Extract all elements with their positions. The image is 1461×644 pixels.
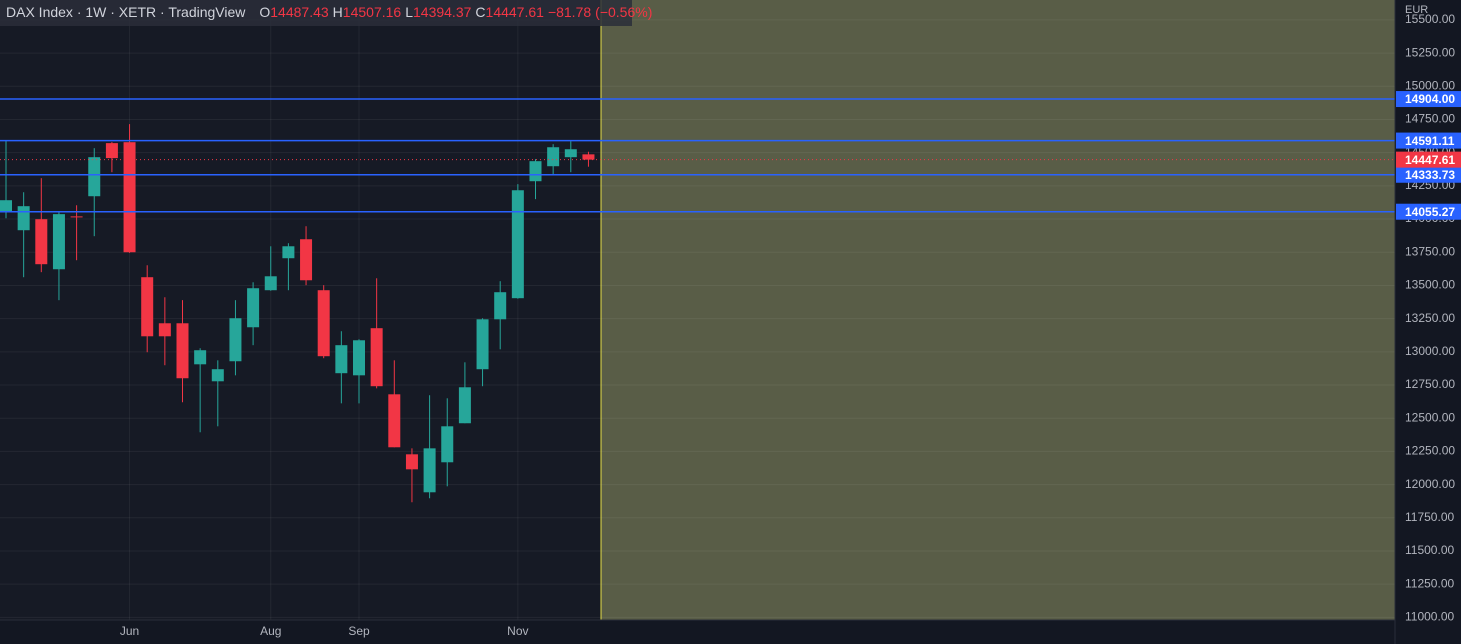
candle-body [388, 394, 401, 448]
candle-body [547, 147, 560, 167]
y-tick-label: 14750.00 [1405, 112, 1455, 126]
time-axis [0, 620, 1395, 644]
candle-body [370, 328, 383, 387]
y-tick-label: 13250.00 [1405, 311, 1455, 325]
ohlc-value: 14487.43 [270, 4, 329, 20]
ohlc-value: 14394.37 [413, 4, 472, 20]
candles [0, 98, 1395, 503]
x-tick-label: Sep [348, 624, 370, 638]
price-tag [1396, 151, 1461, 168]
future-region [601, 0, 1395, 620]
candle-body [35, 219, 48, 265]
candle-body [70, 216, 83, 218]
ohlc-value: 14447.61 [486, 4, 545, 20]
candle-body [211, 369, 224, 382]
candle-body [123, 142, 136, 253]
candle-body [458, 387, 471, 424]
legend: DAX Index · 1W · XETR · TradingView O1448… [6, 4, 652, 20]
candle-body [582, 154, 595, 160]
y-tick-label: 13750.00 [1405, 244, 1455, 258]
change: −81.78 [548, 4, 591, 20]
y-tick-label: 12250.00 [1405, 444, 1455, 458]
candle-body [194, 350, 207, 365]
level-label: 14055.27 [1405, 205, 1455, 219]
y-tick-label: 11250.00 [1405, 576, 1454, 590]
x-tick-label: Jun [120, 624, 139, 638]
symbol: DAX Index · 1W · XETR · TradingView [6, 4, 246, 20]
candle-body [335, 345, 348, 374]
legend-background [0, 0, 632, 26]
candle-body [176, 323, 189, 379]
y-tick-label: 12750.00 [1405, 377, 1455, 391]
candle-body [158, 323, 171, 337]
level-label: 14591.11 [1405, 134, 1455, 148]
change-percent: (−0.56%) [595, 4, 652, 20]
y-tick-label: 11750.00 [1405, 510, 1454, 524]
candle-body [511, 190, 524, 299]
y-tick-label: 15000.00 [1405, 78, 1455, 92]
ohlc-label: O [259, 4, 270, 20]
ohlc-label: L [405, 4, 413, 20]
y-tick-label: 11500.00 [1405, 543, 1454, 557]
y-tick-label: 13500.00 [1405, 278, 1455, 292]
candle-body [247, 288, 260, 328]
candle-body [17, 206, 30, 231]
candle-body [105, 143, 118, 159]
candle-body [52, 214, 65, 270]
candle-body [264, 276, 277, 291]
price-label: 14447.61 [1405, 153, 1455, 167]
y-tick-label: 15500.00 [1405, 12, 1455, 26]
candle-body [423, 448, 436, 493]
candle-body [0, 200, 12, 213]
candle-body [405, 454, 418, 470]
candle-body [317, 290, 330, 357]
level-tag [1396, 203, 1461, 220]
currency: EUR [1405, 4, 1428, 16]
level-tag [1396, 132, 1461, 149]
y-tick-label: 11000.00 [1405, 610, 1454, 624]
candle-body [229, 318, 242, 362]
axis-labels: 11000.00 11250.00 11500.00 11750.00 12000.00… [120, 12, 1461, 638]
y-tick-label: 12000.00 [1405, 477, 1455, 491]
ohlc-label: C [475, 4, 485, 20]
y-tick-label: 15250.00 [1405, 45, 1455, 59]
candle-body [564, 149, 577, 158]
ohlc-label: H [333, 4, 343, 20]
candle-body [88, 157, 101, 197]
level-label: 14333.73 [1405, 168, 1455, 182]
candle-body [494, 292, 507, 320]
ohlc-value: 14507.16 [343, 4, 402, 20]
x-tick-label: Nov [507, 624, 528, 638]
level-tag [1396, 91, 1461, 108]
candle-body [529, 161, 542, 182]
level-tag [1396, 166, 1461, 183]
level-label: 14904.00 [1405, 92, 1455, 106]
candle-body [476, 319, 489, 370]
candle-body [282, 246, 295, 259]
candle-body [300, 239, 313, 281]
y-tick-label: 13000.00 [1405, 344, 1455, 358]
candle-body [141, 277, 154, 337]
candle-body [441, 426, 454, 463]
price-axis [1395, 0, 1461, 644]
y-tick-label: 12500.00 [1405, 410, 1455, 424]
candle-body [353, 340, 365, 376]
x-tick-label: Aug [260, 624, 281, 638]
